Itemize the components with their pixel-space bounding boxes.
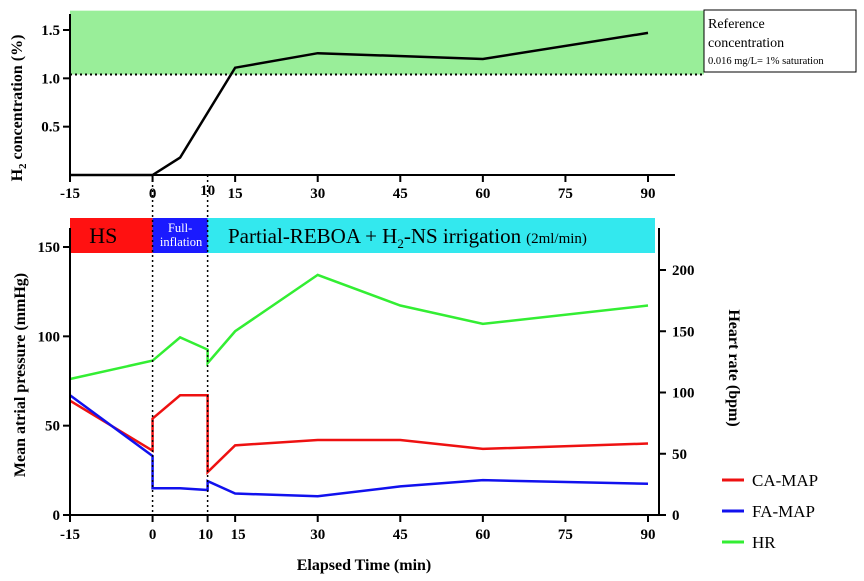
h2-x-tick-label: 0 xyxy=(149,186,157,202)
map-y-tick-label: 50 xyxy=(45,419,60,435)
h2-x-tick-label: 15 xyxy=(228,186,243,202)
map-x-tick-label: 75 xyxy=(558,527,573,543)
map-y2-tick-label: 0 xyxy=(672,508,680,524)
h2-x-tick-label: 90 xyxy=(641,186,656,202)
phase-bands: HS Full- inflation Partial-REBOA + H2-NS… xyxy=(70,218,655,253)
reference-label-box: Reference concentration 0.016 mg/L= 1% s… xyxy=(703,9,857,73)
h2-y-ticks: 0.5 1.0 1.5 xyxy=(41,23,70,136)
map-series xyxy=(69,273,649,498)
phase-partial-label: Partial-REBOA + H2-NS irrigation (2ml/min… xyxy=(228,224,587,251)
map-x-tick-label: -15 xyxy=(60,527,80,543)
h2-y-axis-label: H2 concentration (%) xyxy=(9,35,29,182)
reference-band xyxy=(70,10,704,75)
legend-label-hr: HR xyxy=(752,533,776,552)
map-x-tick-label: 10 xyxy=(198,527,213,543)
map-y-ticks: 0 50 100 150 xyxy=(38,240,70,524)
map-y-tick-label: 100 xyxy=(38,329,61,345)
h2-y-tick-label: 0.5 xyxy=(41,120,60,136)
h2-x-ticks: -15 0 15 30 45 60 75 90 xyxy=(60,175,656,202)
map-y-tick-label: 150 xyxy=(38,240,61,256)
reference-label-line1: Reference xyxy=(708,17,765,32)
left-y-axis-label: Mean atrial pressure (mmHg) xyxy=(12,273,29,477)
x-axis-label: Elapsed Time (min) xyxy=(297,557,432,574)
map-x-tick-label: 60 xyxy=(475,527,490,543)
reference-label-line2: concentration xyxy=(708,36,784,51)
phase-full-label-line2: inflation xyxy=(160,235,203,249)
phase-partial-reboa-band xyxy=(207,218,655,253)
h2-x-tick-label: -15 xyxy=(60,186,80,202)
phase-full-label-line1: Full- xyxy=(168,221,192,235)
phase-full-inflation-band xyxy=(152,218,208,253)
hr-line xyxy=(69,273,649,381)
map-y2-tick-label: 200 xyxy=(672,263,695,279)
map-axes xyxy=(69,228,660,516)
map-y2-ticks: 0 50 100 150 200 xyxy=(659,263,695,524)
map-x-tick-label: 90 xyxy=(641,527,656,543)
map-x-tick-label: 30 xyxy=(310,527,325,543)
h2-x-tick-label: 75 xyxy=(558,186,573,202)
map-y-tick-label: 0 xyxy=(53,508,61,524)
h2-y-tick-label: 1.0 xyxy=(41,71,60,87)
map-x-tick-label: 15 xyxy=(231,527,246,543)
map-x-ticks: -15 0 10 15 30 45 60 75 90 xyxy=(60,515,656,543)
legend-label-fa-map: FA-MAP xyxy=(752,502,815,521)
map-y2-tick-label: 150 xyxy=(672,324,695,340)
h2-x-tick-label: 60 xyxy=(475,186,490,202)
map-y2-tick-label: 50 xyxy=(672,447,687,463)
map-x-tick-label: 0 xyxy=(149,527,157,543)
legend-label-ca-map: CA-MAP xyxy=(752,471,818,490)
phase-hs-label: HS xyxy=(89,223,117,248)
right-y-axis-label: Heart rate (bpm) xyxy=(725,309,742,426)
legend: CA-MAP FA-MAP HR xyxy=(722,471,818,552)
ca-map-line xyxy=(69,394,649,476)
map-panel: HS Full- inflation Partial-REBOA + H2-NS… xyxy=(12,218,742,574)
h2-y-tick-label: 1.5 xyxy=(41,23,60,39)
h2-x-tick-label: 45 xyxy=(393,186,408,202)
map-x-tick-label: 45 xyxy=(393,527,408,543)
h2-x-tick-label: 30 xyxy=(310,186,325,202)
h2-panel: Reference concentration 0.016 mg/L= 1% s… xyxy=(9,9,857,202)
map-y2-tick-label: 100 xyxy=(672,386,695,402)
phase-hs-band xyxy=(70,218,153,253)
reference-label-line3: 0.016 mg/L= 1% saturation xyxy=(708,56,824,67)
